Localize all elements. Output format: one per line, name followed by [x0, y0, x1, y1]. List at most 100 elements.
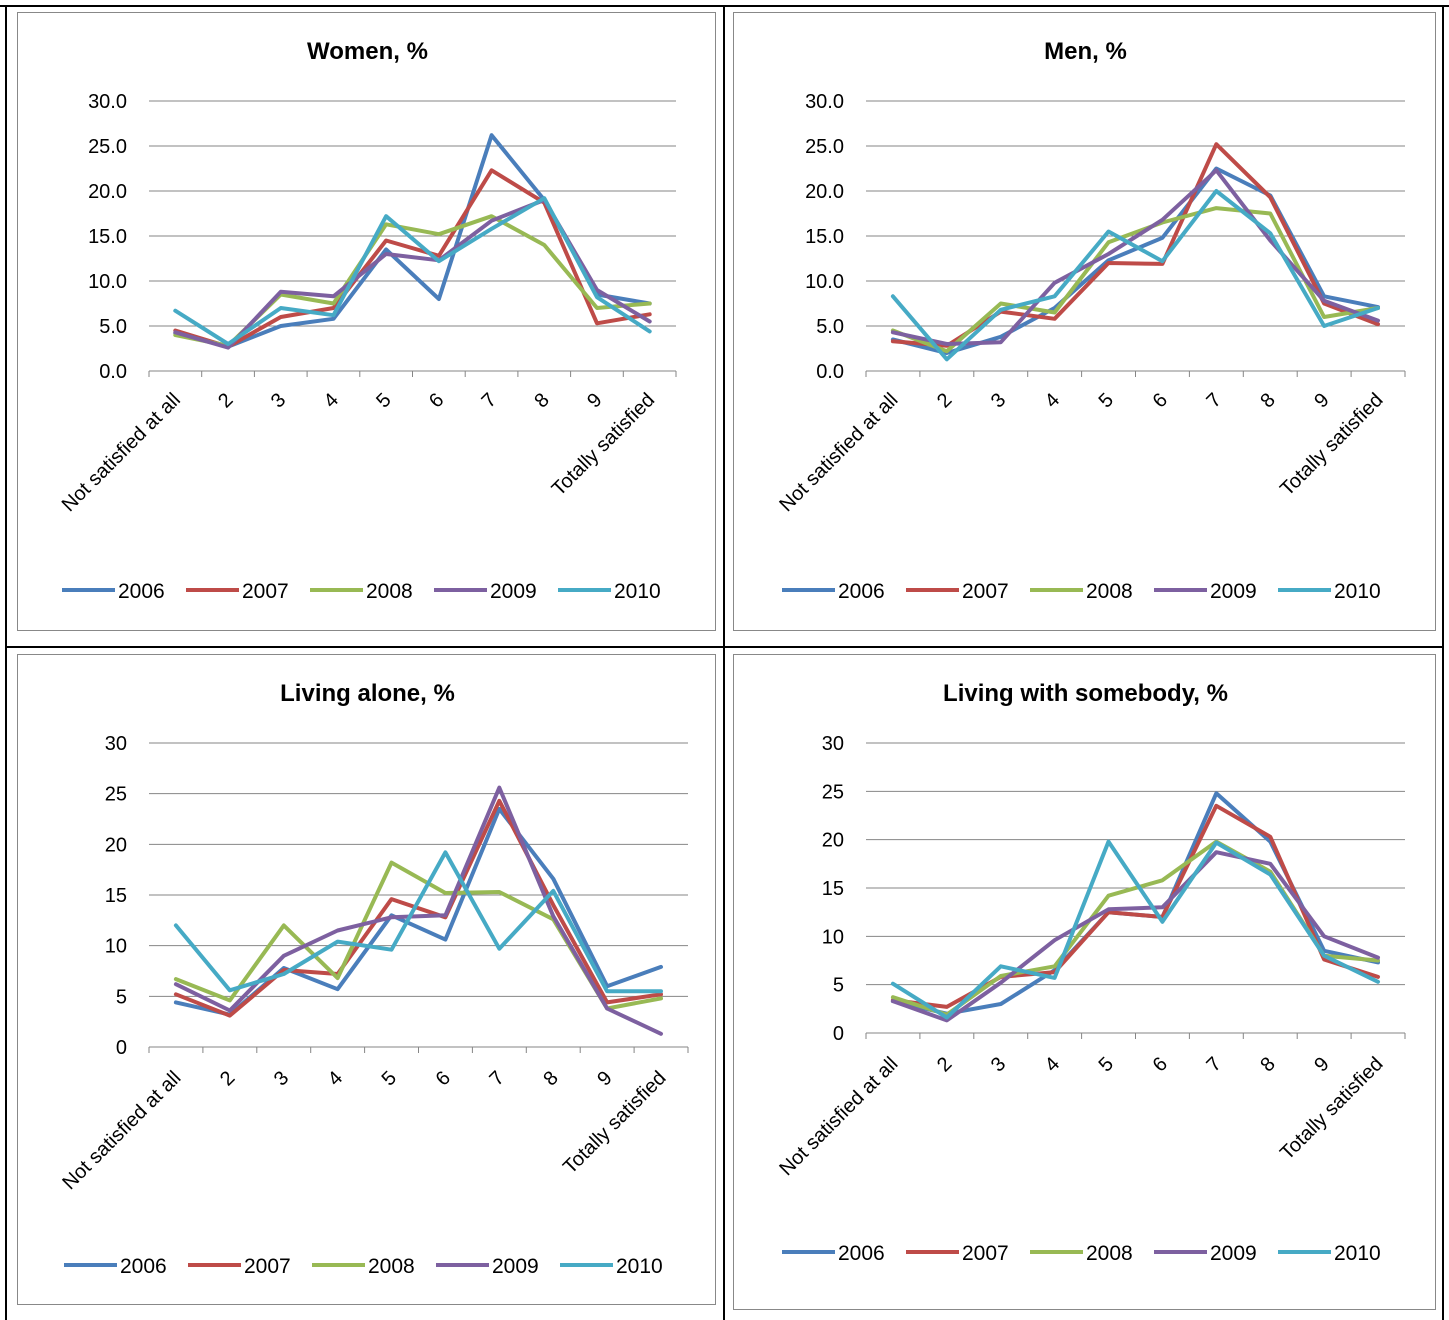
chart-living-alone-x-tick-label: 5: [378, 1067, 401, 1090]
chart-living-with-somebody-series-line-2006: [890, 791, 1380, 1016]
chart-women-y-tick-label: 5.0: [99, 316, 127, 338]
chart-living-with-somebody-legend-label-2010: 2010: [1334, 1242, 1381, 1265]
chart-living-alone-x-tick-label: 9: [593, 1067, 616, 1090]
chart-men-y-tick-label: 20.0: [805, 181, 844, 203]
chart-men-legend-label-2009: 2009: [1210, 580, 1257, 603]
chart-men-title: Men, %: [1044, 38, 1127, 65]
chart-living-alone-x-tick-label: 6: [432, 1067, 455, 1090]
chart-men-legend-label-2007: 2007: [962, 580, 1009, 603]
chart-living-alone-x-tick-label: 4: [324, 1067, 347, 1090]
chart-living-alone-x-tick-label: Not satisfied at all: [58, 1067, 185, 1194]
chart-living-alone-y-tick-label: 5: [116, 986, 127, 1008]
chart-women-y-tick-label: 0.0: [99, 361, 127, 383]
chart-living-with-somebody-legend-label-2006: 2006: [838, 1242, 885, 1265]
chart-living-alone-legend-label-2009: 2009: [492, 1255, 539, 1278]
chart-women-svg: Women, % 0.0 5.0 10.0 15.0 20.0 25.0 30.0 Not sa…: [58, 38, 677, 603]
chart-living-with-somebody-x-tick-label: Not satisfied at all: [775, 1053, 902, 1180]
chart-women-y-tick-label: 10.0: [88, 271, 127, 293]
chart-living-with-somebody-y-tick-label: 0: [833, 1023, 844, 1045]
chart-men-x-tick-label: 5: [1095, 389, 1118, 412]
chart-men-y-tick-label: 25.0: [805, 136, 844, 158]
chart-women-x-tick-label: Not satisfied at all: [58, 389, 185, 516]
chart-women-x-tick-label: 4: [320, 389, 343, 412]
chart-women-x-tick-label: 3: [267, 389, 290, 412]
chart-men-y-tick-label: 0.0: [816, 361, 844, 383]
chart-living-with-somebody-y-tick-label: 10: [822, 926, 844, 948]
chart-men-x-tick-label: 7: [1202, 389, 1225, 412]
chart-women-series-line-2007: [173, 168, 652, 349]
chart-living-with-somebody-y-tick-label: 15: [822, 878, 844, 900]
chart-women-legend-label-2006: 2006: [118, 580, 165, 603]
chart-living-with-somebody-x-tick-label: 4: [1041, 1053, 1064, 1076]
chart-living-alone-y-tick-label: 0: [116, 1037, 127, 1059]
chart-men-legend-label-2010: 2010: [1334, 580, 1381, 603]
chart-men-x-tick-label: 8: [1256, 389, 1279, 412]
chart-living-with-somebody-x-tick-label: 2: [933, 1053, 956, 1076]
chart-living-alone-y-tick-label: 15: [105, 885, 127, 907]
chart-women-x-tick-label: 7: [478, 389, 501, 412]
chart-living-alone-x-tick-label: 2: [216, 1067, 239, 1090]
chart-women-series-line-2010: [173, 196, 652, 346]
chart-women-legend-label-2008: 2008: [366, 580, 413, 603]
chart-living-alone-legend-label-2007: 2007: [244, 1255, 291, 1278]
chart-living-with-somebody-legend-label-2008: 2008: [1086, 1242, 1133, 1265]
chart-living-with-somebody-x-tick-label: 3: [987, 1053, 1010, 1076]
chart-living-alone-x-tick-label: 3: [270, 1067, 293, 1090]
chart-living-with-somebody-y-tick-label: 25: [822, 781, 844, 803]
chart-women-title: Women, %: [307, 38, 428, 65]
chart-men-svg: Men, % 0.0 5.0 10.0 15.0 20.0 25.0 30.0 Not sati…: [775, 38, 1406, 603]
chart-women-x-tick-label: 5: [372, 389, 395, 412]
chart-living-with-somebody-x-tick-label: 7: [1202, 1053, 1225, 1076]
chart-living-with-somebody-x-tick-label: 9: [1310, 1053, 1333, 1076]
chart-living-alone-y-tick-label: 20: [105, 834, 127, 856]
chart-women-x-tick-label: 8: [530, 389, 553, 412]
chart-women-y-tick-label: 15.0: [88, 226, 127, 248]
table-border-left: [5, 5, 7, 1320]
chart-living-with-somebody-y-tick-label: 5: [833, 975, 844, 997]
chart-men-series-line-2006: [890, 166, 1380, 355]
table-border-right: [1442, 5, 1444, 1320]
chart-living-alone-legend-label-2010: 2010: [616, 1255, 663, 1278]
chart-living-alone-y-tick-label: 30: [105, 733, 127, 755]
chart-living-with-somebody-y-tick-label: 30: [822, 733, 844, 755]
chart-women-legend-label-2009: 2009: [490, 580, 537, 603]
chart-men-series-line-2009: [890, 168, 1380, 346]
chart-women: Women, % 0.0 5.0 10.0 15.0 20.0 25.0 30.0 Not sa…: [17, 12, 716, 631]
chart-living-alone-title: Living alone, %: [280, 680, 455, 707]
chart-women-legend-label-2010: 2010: [614, 580, 661, 603]
chart-living-with-somebody-series-line-2010: [890, 839, 1380, 1020]
chart-women-legend-label-2007: 2007: [242, 580, 289, 603]
chart-men-legend-label-2008: 2008: [1086, 580, 1133, 603]
chart-women-y-tick-label: 20.0: [88, 181, 127, 203]
chart-living-with-somebody-x-tick-label: 5: [1095, 1053, 1118, 1076]
chart-living-alone-x-tick-label: 8: [539, 1067, 562, 1090]
table-border-middle-horizontal: [5, 646, 1444, 648]
chart-men-series-line-2008: [890, 206, 1380, 354]
chart-living-with-somebody-legend-label-2009: 2009: [1210, 1242, 1257, 1265]
chart-living-alone-legend-label-2006: 2006: [120, 1255, 167, 1278]
chart-men-x-tick-label: 4: [1041, 389, 1064, 412]
chart-living-with-somebody-x-tick-label: 8: [1256, 1053, 1279, 1076]
chart-living-with-somebody-title: Living with somebody, %: [943, 680, 1228, 707]
chart-men-x-tick-label: 9: [1310, 389, 1333, 412]
chart-men-x-tick-label: Not satisfied at all: [775, 389, 902, 516]
chart-men-legend-label-2006: 2006: [838, 580, 885, 603]
chart-living-alone-y-tick-label: 25: [105, 784, 127, 806]
chart-men-y-tick-label: 5.0: [816, 316, 844, 338]
chart-women-x-tick-label: 2: [214, 389, 237, 412]
chart-women-x-tick-label: 9: [583, 389, 606, 412]
chart-living-with-somebody-series-line-2009: [890, 850, 1380, 1023]
chart-men-y-tick-label: 10.0: [805, 271, 844, 293]
chart-women-x-tick-label: 6: [425, 389, 448, 412]
chart-men-x-tick-label: 2: [933, 389, 956, 412]
chart-men-x-tick-label: 3: [987, 389, 1010, 412]
chart-living-alone-y-tick-label: 10: [105, 936, 127, 958]
chart-men-y-tick-label: 15.0: [805, 226, 844, 248]
chart-men-x-tick-label: 6: [1149, 389, 1172, 412]
chart-living-alone-x-tick-label: 7: [485, 1067, 508, 1090]
chart-living-with-somebody-x-tick-label: 6: [1149, 1053, 1172, 1076]
table-border-middle-vertical: [723, 5, 725, 1320]
chart-living-with-somebody-legend-label-2007: 2007: [962, 1242, 1009, 1265]
